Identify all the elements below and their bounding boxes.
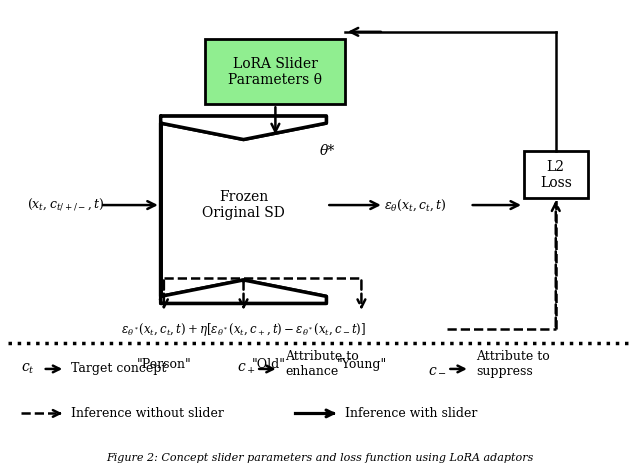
Text: $(x_t, c_{t/+/-}, t)$: $(x_t, c_{t/+/-}, t)$: [27, 197, 104, 213]
Text: Target concept: Target concept: [72, 363, 167, 375]
Text: Inference without slider: Inference without slider: [72, 407, 225, 420]
Text: Attribute to
enhance: Attribute to enhance: [285, 350, 358, 378]
Text: Attribute to
suppress: Attribute to suppress: [476, 350, 550, 378]
FancyBboxPatch shape: [205, 39, 346, 105]
Text: $\epsilon_{\theta}(x_t, c_t, t)$: $\epsilon_{\theta}(x_t, c_t, t)$: [384, 197, 446, 213]
Text: "Old": "Old": [252, 358, 286, 371]
Text: LoRA Slider
Parameters θ: LoRA Slider Parameters θ: [228, 57, 323, 87]
Text: Figure 2: Concept slider parameters and loss function using LoRA adaptors: Figure 2: Concept slider parameters and …: [106, 453, 534, 463]
Text: $c_t$: $c_t$: [20, 362, 34, 376]
Text: "Young": "Young": [336, 358, 387, 371]
Polygon shape: [161, 116, 326, 303]
Text: $c_+$: $c_+$: [237, 362, 256, 376]
Text: θ*: θ*: [320, 144, 335, 158]
Text: "Person": "Person": [136, 358, 191, 371]
Text: Frozen
Original SD: Frozen Original SD: [202, 190, 285, 220]
Text: $\epsilon_{\theta^*}(x_t, c_t, t) + \eta[\epsilon_{\theta^*}(x_t, c_+, t) - \eps: $\epsilon_{\theta^*}(x_t, c_t, t) + \eta…: [121, 321, 366, 338]
FancyBboxPatch shape: [524, 151, 588, 198]
Text: $c_-$: $c_-$: [428, 362, 447, 376]
Text: L2
Loss: L2 Loss: [540, 160, 572, 190]
Text: Inference with slider: Inference with slider: [346, 407, 478, 420]
